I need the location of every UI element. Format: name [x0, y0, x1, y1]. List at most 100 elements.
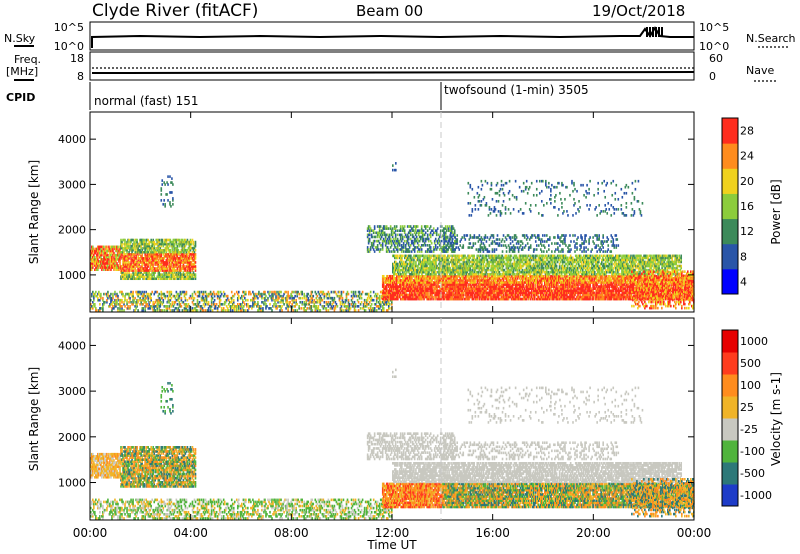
power-cell [299, 296, 301, 300]
power-cell [292, 290, 294, 294]
power-cell [316, 294, 319, 298]
power-cell [301, 300, 304, 304]
power-cell [257, 296, 259, 300]
power-cell [336, 305, 339, 308]
freq-trace [91, 71, 695, 74]
power-cell [110, 292, 112, 296]
freq-panel: Freq. [MHz] 18 8 60 0 Nave [6, 51, 776, 83]
power-cell [357, 309, 360, 312]
power-cell [358, 290, 361, 294]
power-cell [342, 309, 345, 312]
power-cell [202, 309, 205, 312]
power-cell [136, 238, 138, 242]
power-cell [369, 290, 372, 294]
power-cell [102, 296, 104, 300]
power-cell [307, 292, 310, 296]
power-cell [373, 307, 376, 310]
power-cell [349, 307, 352, 310]
power-cell [219, 298, 222, 302]
power-cell [194, 273, 197, 276]
power-cell [275, 302, 277, 306]
power-cell [260, 305, 262, 308]
power-cell [311, 309, 314, 312]
power-cell [321, 298, 324, 302]
power-cell [237, 294, 240, 298]
power-cell [112, 292, 114, 296]
power-cell [264, 290, 266, 294]
power-cell [213, 298, 216, 302]
power-cell [107, 290, 109, 294]
power-cell [301, 296, 304, 300]
power-cell [99, 302, 101, 306]
power-cell [233, 292, 236, 296]
power-cell [382, 307, 385, 310]
power-cell [161, 309, 164, 312]
power-cell [178, 309, 181, 312]
power-cell [245, 309, 247, 312]
power-cell [163, 309, 166, 312]
power-cell [317, 305, 320, 308]
power-cell [103, 292, 105, 296]
power-cell [94, 302, 96, 306]
power-cell [262, 307, 264, 310]
date-title: 19/Oct/2018 [592, 2, 685, 20]
power-cell [227, 309, 230, 312]
power-cell [328, 292, 331, 296]
power-cell [363, 298, 366, 302]
power-cell [176, 302, 179, 306]
power-cell [269, 302, 271, 306]
power-cell [137, 309, 139, 312]
power-cell [241, 294, 243, 298]
freq-tick-bottom: 8 [77, 70, 84, 83]
power-cell [124, 305, 126, 308]
power-cell [298, 292, 300, 296]
power-cell [266, 305, 268, 308]
power-cell [294, 309, 296, 312]
power-cell [134, 296, 136, 300]
power-cell [376, 292, 379, 296]
power-cell [300, 307, 302, 310]
power-cell [226, 294, 229, 298]
power-cell [143, 275, 145, 278]
cpid-panel: CPID normal (fast) 151 twofsound (1-min)… [6, 82, 589, 110]
power-cell [117, 294, 119, 298]
power-cell [316, 298, 319, 302]
power-cell [283, 302, 285, 306]
power-cell [184, 296, 187, 300]
power-cell [352, 290, 355, 294]
power-cell [123, 309, 125, 312]
power-cell [194, 265, 197, 268]
power-cell [96, 309, 98, 312]
power-cell [207, 300, 210, 304]
power-cell [196, 298, 199, 302]
power-cell [211, 309, 214, 312]
power-cell [310, 305, 313, 308]
noise-panel: N.Sky 10^5 10^0 10^5 10^0 N.Search [4, 21, 796, 53]
power-cell [354, 309, 357, 312]
nsky-tick-top: 10^5 [54, 21, 84, 34]
power-cell [257, 300, 259, 304]
power-cell [347, 292, 350, 296]
power-cell [312, 294, 315, 298]
power-cell [198, 300, 201, 304]
power-cell [388, 302, 391, 306]
power-cell [306, 307, 309, 310]
power-cell [370, 302, 373, 306]
power-cell [220, 292, 223, 296]
cpid-mode-2: twofsound (1-min) 3505 [444, 83, 589, 97]
power-cell [296, 309, 298, 312]
nave-tick-bottom: 0 [709, 70, 716, 83]
power-cell [301, 290, 304, 294]
power-cell [194, 292, 197, 296]
power-cell [244, 302, 246, 306]
power-cell [204, 309, 207, 312]
power-cell [232, 298, 235, 302]
freq-tick-top: 18 [70, 52, 84, 65]
power-cell [217, 290, 220, 294]
power-cell [154, 309, 157, 312]
power-cell [319, 309, 322, 312]
power-cell [164, 294, 167, 298]
nave-tick-top: 60 [709, 52, 723, 65]
power-cell [341, 296, 344, 300]
